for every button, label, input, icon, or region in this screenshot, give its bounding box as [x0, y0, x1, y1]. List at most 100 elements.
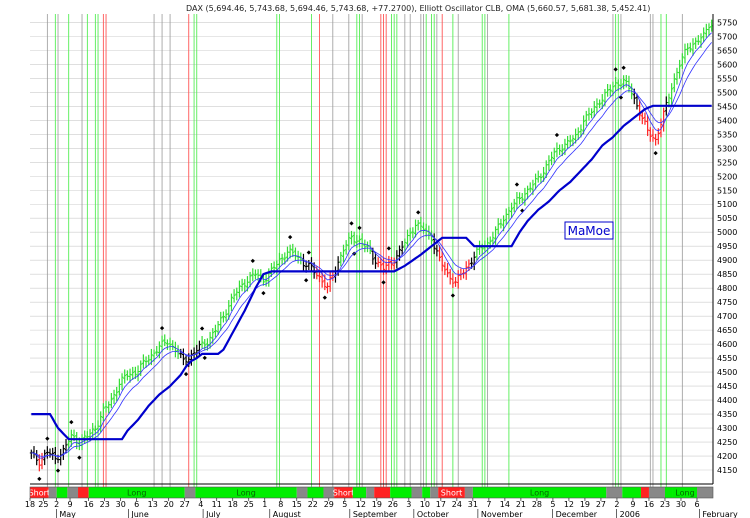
band-segment-red: [374, 487, 391, 498]
y-tick-label: 4250: [717, 438, 737, 447]
y-tick-label: 4850: [717, 270, 737, 279]
y-tick-label: 5500: [717, 88, 737, 97]
x-day-label: 14: [500, 500, 510, 509]
band-segment-green: [622, 487, 641, 498]
x-day-label: 6: [134, 500, 139, 509]
x-day-label: 5: [342, 500, 347, 509]
y-tick-label: 4350: [717, 410, 737, 419]
y-tick-label: 5550: [717, 74, 737, 83]
band-segment-gray: [464, 487, 473, 498]
y-tick-label: 4450: [717, 382, 737, 391]
band-segment-green: [307, 487, 324, 498]
x-day-label: 19: [580, 500, 590, 509]
band-label: Long: [127, 489, 146, 498]
y-axis: 4150 4200 4250 4300 4350 4400 4450 4500 4550 4600…: [30, 14, 737, 485]
peak-marker: [416, 210, 421, 215]
peak-marker: [514, 182, 520, 187]
x-day-label: 12: [356, 500, 366, 509]
x-month-label: February: [702, 510, 738, 518]
x-day-label: 2: [54, 500, 59, 509]
x-day-label: 11: [212, 500, 222, 509]
band-segment-short: [30, 487, 49, 498]
trough-marker: [322, 295, 327, 300]
y-tick-label: 5000: [717, 228, 737, 237]
oma-fast-line: [31, 32, 712, 459]
x-day-label: 18: [25, 500, 35, 509]
y-tick-label: 5700: [717, 32, 737, 41]
x-day-label: 7: [486, 500, 491, 509]
x-axis: 18 25 2 9 16 23 30 6 13 20 27 4 11 18 25 1 8 15 22 29 5 12 19 2…: [25, 498, 738, 518]
oma-slow-line: [31, 104, 712, 441]
band-label: Short: [333, 489, 354, 498]
band-frame: [29, 486, 714, 499]
y-tick-label: 4600: [717, 340, 737, 349]
oma-mid-line: [31, 42, 713, 457]
peak-marker: [159, 326, 165, 331]
band-label: Short: [29, 489, 50, 498]
signal-band: Short Long Long Short Short Long Long: [29, 486, 714, 499]
x-month-label: 2006: [620, 510, 640, 518]
x-day-label: 15: [292, 500, 302, 509]
x-day-label: 5: [550, 500, 555, 509]
y-tick-label: 5750: [717, 18, 737, 27]
band-segment-long: [672, 487, 697, 498]
band-label: Long: [675, 489, 694, 498]
price-bars: [29, 19, 714, 472]
x-day-label: 26: [388, 500, 398, 509]
band-segment-gray: [67, 487, 79, 498]
band-segment-short: [438, 487, 465, 498]
x-day-label: 23: [100, 500, 110, 509]
band-segment-red: [640, 487, 649, 498]
band-segment-short: [334, 487, 353, 498]
x-day-label: 16: [644, 500, 654, 509]
y-tick-label: 4400: [717, 396, 737, 405]
x-month-label: August: [273, 510, 301, 518]
y-tick-label: 4150: [717, 466, 737, 475]
trough-marker: [653, 150, 658, 156]
band-segment-gray: [323, 487, 335, 498]
trough-marker: [261, 291, 266, 296]
x-day-label: 9: [67, 500, 72, 509]
y-tick-label: 5650: [717, 46, 737, 55]
band-segment-gray: [430, 487, 439, 498]
y-tick-label: 4300: [717, 424, 737, 433]
trough-marker: [183, 372, 189, 377]
chart-header: DAX (5,694.46, 5,743.68, 5,694.46, 5,743…: [186, 4, 650, 13]
band-segment-gray: [48, 487, 57, 498]
x-day-label: 10: [420, 500, 430, 509]
band-segment-gray: [648, 487, 665, 498]
x-day-label: 30: [116, 500, 126, 509]
y-tick-label: 5350: [717, 130, 737, 139]
x-day-label: 2: [614, 500, 619, 509]
x-day-label: 13: [148, 500, 158, 509]
band-label: Long: [530, 489, 549, 498]
x-day-label: 30: [676, 500, 686, 509]
x-day-label: 27: [180, 500, 190, 509]
peak-marker: [250, 258, 255, 263]
y-tick-label: 4650: [717, 326, 737, 335]
y-tick-label: 5100: [717, 200, 737, 209]
x-day-label: 6: [694, 500, 699, 509]
peak-marker: [349, 221, 354, 226]
x-day-label: 12: [564, 500, 574, 509]
x-day-label: 28: [532, 500, 542, 509]
y-tick-label: 4750: [717, 298, 737, 307]
x-month-label: May: [59, 510, 76, 518]
y-tick-label: 4500: [717, 368, 737, 377]
band-segment-long: [472, 487, 607, 498]
y-tick-label: 4550: [717, 354, 737, 363]
x-day-label: 9: [630, 500, 635, 509]
x-day-label: 21: [516, 500, 526, 509]
y-tick-label: 4900: [717, 256, 737, 265]
x-month-label: November: [481, 510, 523, 518]
x-month-label: June: [130, 510, 149, 518]
y-tick-label: 4800: [717, 284, 737, 293]
band-segment-red: [78, 487, 89, 498]
peak-marker: [386, 246, 391, 251]
x-day-label: 1: [262, 500, 267, 509]
y-tick-label: 4950: [717, 242, 737, 251]
band-segment-green: [390, 487, 412, 498]
band-segment-gray: [366, 487, 375, 498]
x-day-label: 20: [164, 500, 174, 509]
